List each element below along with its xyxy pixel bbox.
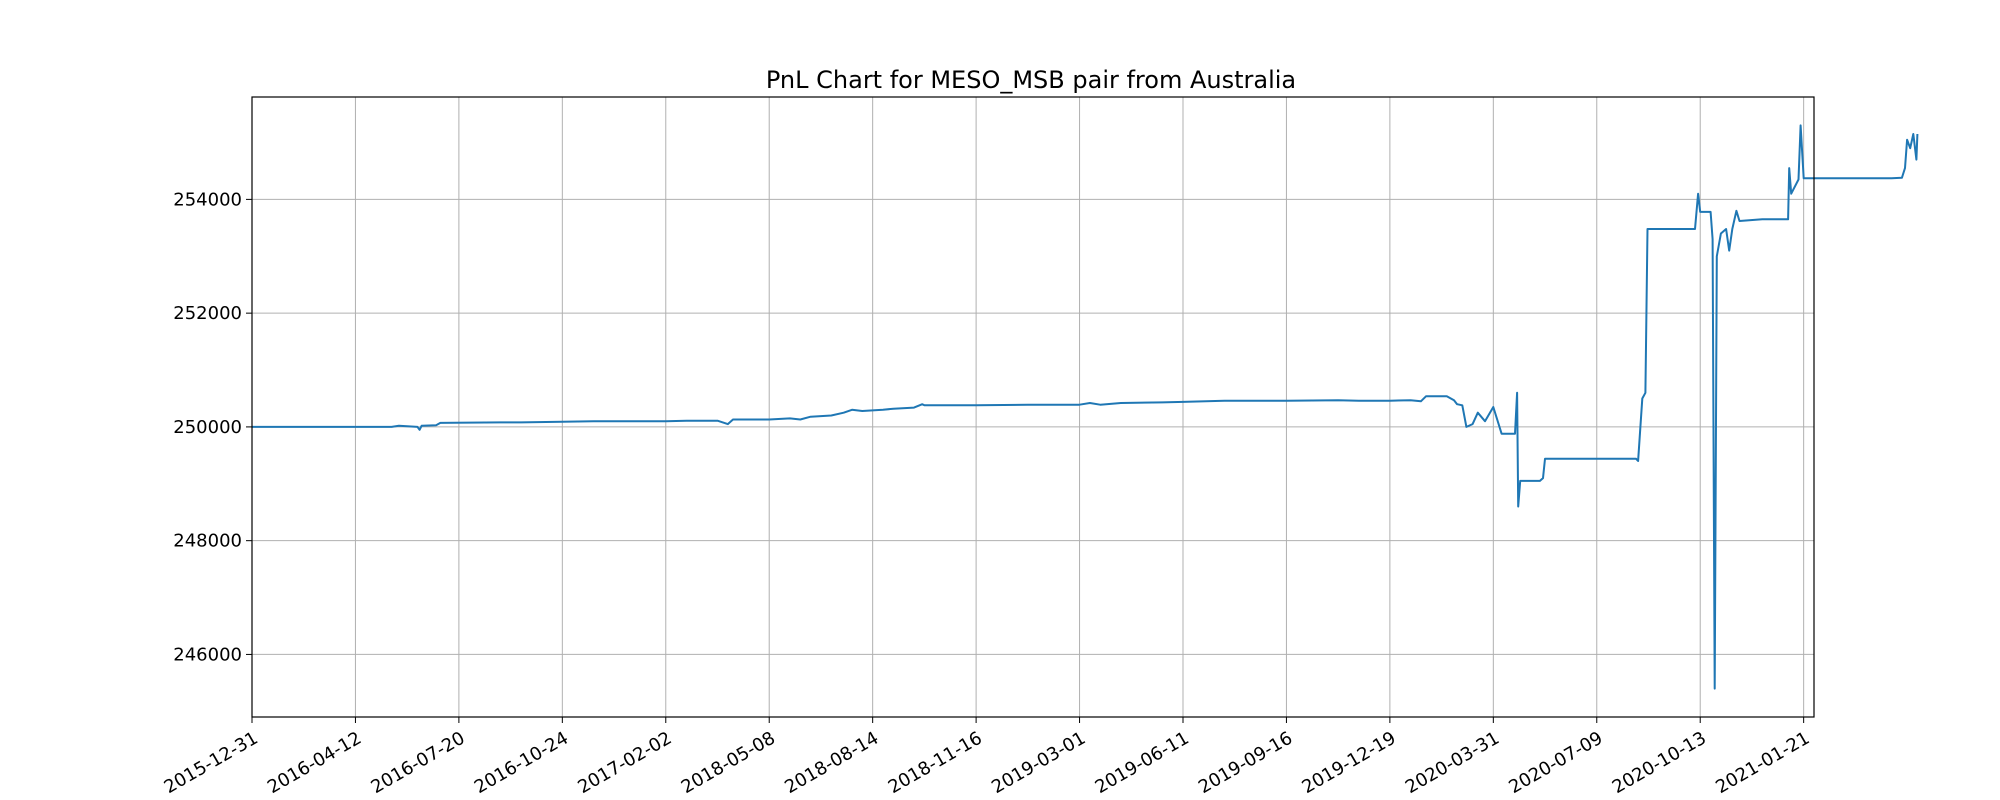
y-tick-label: 252000 bbox=[173, 303, 242, 324]
plot-series bbox=[252, 124, 1919, 690]
y-axis: 246000 248000 250000 252000 254000 bbox=[173, 189, 252, 665]
chart-title: PnL Chart for MESO_MSB pair from Austral… bbox=[766, 66, 1296, 94]
y-tick-label: 254000 bbox=[173, 189, 242, 210]
plot-area-frame bbox=[251, 96, 1815, 718]
y-tick-label: 248000 bbox=[173, 531, 242, 552]
y-tick-label: 250000 bbox=[173, 417, 242, 438]
grid-lines bbox=[252, 97, 1814, 717]
y-tick-label: 246000 bbox=[173, 644, 242, 665]
pnl-series-line bbox=[252, 124, 1919, 690]
